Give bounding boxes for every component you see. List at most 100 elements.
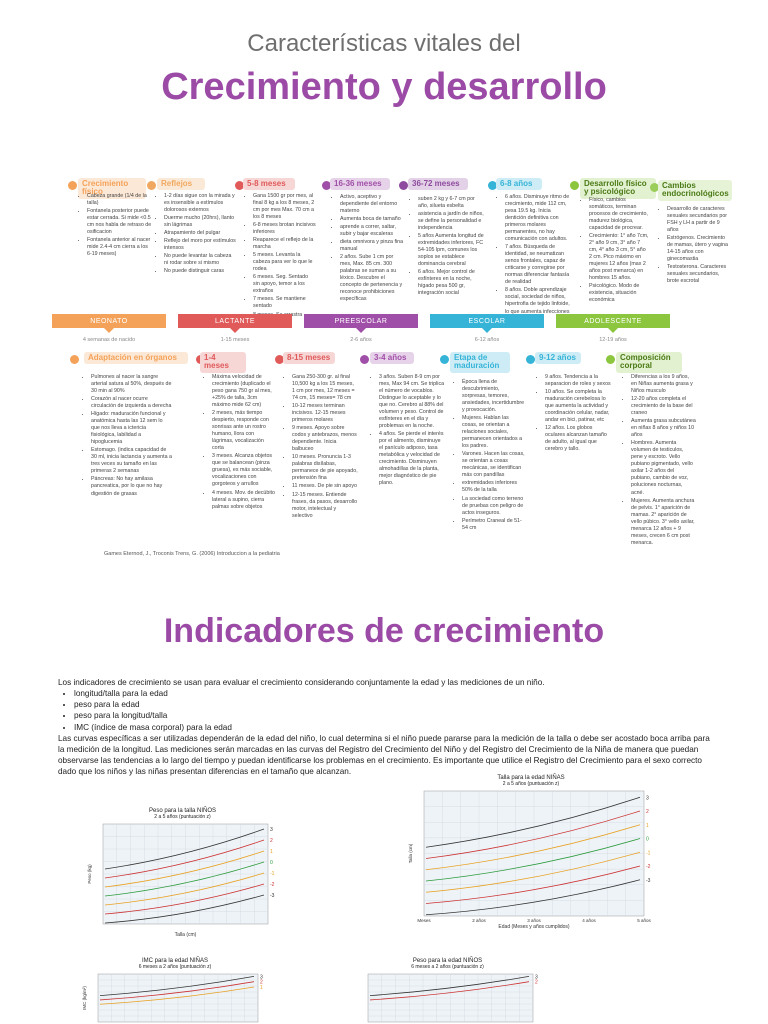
chart-title: Talla para la edad NIÑAS 2 a 5 años (punt… — [406, 775, 656, 787]
chart-plot: 32 — [367, 973, 538, 1023]
growth-chart: Peso para la edad NIÑOS 6 meses a 2 años … — [350, 958, 545, 1024]
list-item: Mujeres. Aumenta anchura de pelvis. 1° a… — [631, 498, 696, 547]
list-item: aprende a correr, saltar, subir y bajar … — [340, 224, 403, 238]
bullet-dot-icon — [399, 181, 408, 190]
section-body: Los indicadores de crecimiento se usan p… — [58, 677, 714, 777]
y-axis-label: Talla (cm) — [408, 843, 413, 863]
bullet-dot-icon — [650, 183, 659, 192]
bullet-list: Físico, cambios somáticos, terminan proc… — [582, 197, 650, 304]
chart-title: Peso para la talla NIÑOS 2 a 5 años (punt… — [85, 808, 280, 820]
list-item: 4 años. Se pierde el interés por el alim… — [379, 431, 446, 487]
stage-age: 2-6 años — [350, 337, 372, 343]
x-tick-label: Meses — [417, 918, 431, 923]
list-item: 11 meses. De pie sin apoyo — [292, 483, 358, 490]
percentile-curve — [425, 824, 641, 871]
chart-title: Peso para la edad NIÑOS 6 meses a 2 años … — [350, 958, 545, 970]
z-score-label: -1 — [646, 850, 651, 856]
top_row-heading: Crecimiento físico — [78, 178, 146, 199]
list-item: 5 años Aumenta longitud de extremidades … — [418, 233, 486, 268]
list-item: Aumenta grasa subcutánea en niñas 8 años… — [631, 418, 696, 439]
list-item: Fontanela anterior al nacer mide 2.4-4 c… — [87, 237, 152, 258]
z-score-label: 2 — [535, 980, 538, 986]
bullet-list: 9 años. Tendencia a la separacion de rol… — [538, 374, 611, 453]
list-item: No puede distinguir caras — [164, 268, 237, 275]
stage-age: 4 semanas de nacido — [82, 337, 136, 343]
chart-title-text: Talla para la edad NIÑAS — [497, 775, 565, 781]
growth-chart: Peso para la talla NIÑOS 2 a 5 años (punt… — [85, 808, 280, 938]
top_row-heading: Reflejos — [157, 178, 205, 191]
bullet-list: suben 2 kg y 6-7 cm por año, silueta esb… — [411, 196, 486, 297]
list-item: 9 años. Tendencia a la separacion de rol… — [545, 374, 611, 388]
bottom_row-text: 3 años. Suben 8-9 cm por mes, Max 94 cm.… — [372, 374, 446, 489]
z-score-label: -3 — [646, 878, 651, 884]
list-item: Hombres. Aumenta volumen de testiculos, … — [631, 440, 696, 496]
chart-title-text: Peso para la talla NIÑOS — [148, 808, 217, 814]
percentile-curve — [369, 981, 530, 1001]
list-item: Mujeres. Hablan las cosas, se orientan a… — [462, 415, 525, 450]
bullet-dot-icon — [488, 181, 497, 190]
list-item: 10-12 meses terminan incisivos. 12-15 me… — [292, 403, 358, 424]
y-axis-label: Peso (kg) — [87, 864, 92, 884]
y-axis-label: IMC (kg/m²) — [82, 986, 87, 1010]
top_row-heading: Cambios endocrinológicos — [658, 180, 732, 201]
chart-plot: 3 2 1 0 -1 -2 -3 Talla (cm) Peso (kg) — [87, 823, 275, 938]
growth-chart: IMC para la edad NIÑAS 6 meses a 2 años (… — [80, 958, 270, 1024]
stage-age: 1-15 meses — [220, 337, 250, 343]
x-tick-label: 3 años — [527, 918, 541, 923]
list-item: 6-8 meses brotan incisivos inferiores — [253, 222, 316, 236]
top_row-text: Desarrollo de caracteres sexuales secund… — [660, 206, 728, 286]
stage-escolar: ESCOLAR — [430, 314, 544, 333]
z-score-label: -1 — [270, 871, 275, 877]
top_row-text: Cabeza grande (1/4 de la talla)Fontanela… — [80, 193, 152, 259]
body-paragraph: Las curvas específicas a ser utilizadas … — [58, 733, 710, 777]
list-item: extremidades inferiores 50% de la talla — [462, 480, 525, 494]
list-item: La sociedad como terreno de pruebas con … — [462, 496, 525, 517]
bottom_row-text: Diferencias a los 9 años, en Niñas aumen… — [624, 374, 696, 548]
list-item: peso para la edad — [74, 699, 714, 710]
stage-preescolar: PREESCOLAR — [304, 314, 418, 333]
list-item: Corazón al nacer ocurre circulación de i… — [91, 396, 172, 410]
list-item: Psicológico. Modo de existencia, situaci… — [589, 283, 650, 304]
bottom_row-heading: 8-15 meses — [283, 352, 335, 365]
bullet-list: Gana 1500 gr por mes, al final 8 kg a lo… — [246, 193, 316, 319]
citation: Games Eternod, J., Troconis Trens, G. (2… — [104, 551, 280, 557]
list-item: asistencia a jardín de niños, se define … — [418, 211, 486, 232]
list-item: 9 meses. Apoyo sobre codos y antebrazos,… — [292, 425, 358, 453]
bullet-list: 1-2 días sigue con la mirada y es insens… — [157, 193, 237, 275]
list-item: 12-20 años completa el crecimiento de la… — [631, 396, 696, 417]
x-tick-label: 4 años — [582, 918, 596, 923]
bullet-dot-icon — [235, 181, 244, 190]
list-item: peso para la longitud/talla — [74, 710, 714, 721]
percentile-curve — [104, 828, 265, 870]
percentile-curve — [425, 796, 641, 848]
bullet-list: Pulmones al nacer la sangre arterial sat… — [84, 374, 172, 498]
chart-subtitle: 6 meses a 2 años (puntuación z) — [411, 964, 484, 970]
chart-subtitle: 6 meses a 2 años (puntuación z) — [138, 964, 212, 970]
bottom_row-text: 9 años. Tendencia a la separacion de rol… — [538, 374, 611, 454]
stage-neonato: NEONATO — [52, 314, 166, 333]
percentile-curve — [104, 839, 265, 879]
bullet-dot-icon — [570, 181, 579, 190]
z-score-label: 2 — [270, 838, 273, 844]
top_row-heading: 36-72 meses — [408, 178, 468, 191]
list-item: Duerme mucho (20hrs), llanto sin lágrima… — [164, 215, 237, 229]
bullet-list: Diferencias a los 9 años, en Niñas aumen… — [624, 374, 696, 547]
percentile-curve — [99, 976, 255, 996]
bottom_row-text: Pulmones al nacer la sangre arterial sat… — [84, 374, 172, 499]
percentile-curve — [369, 976, 530, 996]
top_row-heading: Desarrollo físico y psicológico — [580, 178, 656, 199]
list-item: Reaparece el reflejo de la marcha — [253, 237, 316, 251]
list-item: 10 años. Se completa la maduración cereb… — [545, 389, 611, 424]
z-score-label: 3 — [270, 827, 273, 833]
list-item: Páncreas: No hay amilasa pancreatica, po… — [91, 476, 172, 497]
list-item: Desarrollo de caracteres sexuales secund… — [667, 206, 728, 234]
x-axis-label: Talla (cm) — [175, 932, 197, 938]
list-item: Gana 1500 gr por mes, al final 8 kg a lo… — [253, 193, 316, 221]
list-item: Varones. Hacen las cosas, se orientan a … — [462, 451, 525, 479]
bullet-list: 6 años. Disminuye ritmo de crecimiento, … — [498, 194, 573, 323]
list-item: 6 años. Disminuye ritmo de crecimiento, … — [505, 194, 573, 243]
bullet-dot-icon — [68, 181, 77, 190]
top_row-heading: 6-8 años — [496, 178, 542, 191]
bullet-dot-icon — [322, 181, 331, 190]
list-item: 12-15 meses. Entiende frases, da pasos, … — [292, 492, 358, 520]
